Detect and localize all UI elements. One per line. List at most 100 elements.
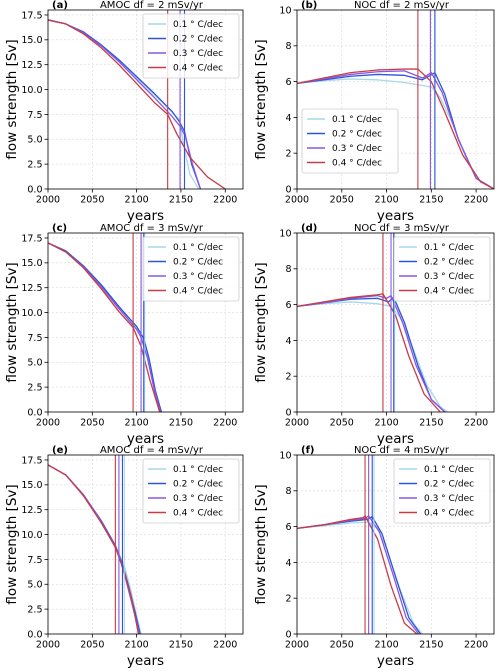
y-tick-label: 5.0 [27, 135, 42, 146]
y-tick-label: 2 [285, 372, 291, 383]
series-line-4 [48, 242, 161, 412]
x-axis-label: years [377, 431, 414, 447]
legend: 0.1 ° C/dec 0.2 ° C/dec 0.3 ° C/dec 0.4 ° C… [301, 108, 399, 174]
axes-frame [296, 454, 495, 635]
chart-panel-a: 2000 2050 2100 2150 2200 0.0 2.5 5.0 7.5 10.0 12.5… [4, 0, 244, 224]
legend-label: 0.2 ° C/dec [173, 480, 223, 490]
x-tick-label: 2050 [80, 195, 104, 206]
y-tick-label: 6 [285, 300, 291, 311]
chart-panel-e: 2000 2050 2100 2150 2200 0.0 2.5 5.0 7.5 10.0 12.5… [4, 445, 244, 669]
plot-area [297, 10, 494, 189]
legend-box [301, 108, 399, 174]
series-line-3 [48, 464, 140, 634]
axes-frame [47, 9, 244, 190]
y-tick-label: 6 [285, 77, 291, 88]
y-tick-label: 17.5 [21, 10, 42, 21]
legend-label: 0.3 ° C/dec [173, 272, 223, 282]
y-tick-label: 8 [285, 41, 291, 52]
y-tick-label: 5.0 [27, 580, 42, 591]
legend-label: 0.4 ° C/dec [424, 509, 474, 519]
legend-label: 0.2 ° C/dec [424, 258, 474, 268]
x-tick-label: 2150 [169, 640, 193, 651]
x-tick-label: 2200 [213, 640, 237, 651]
x-tick-label: 2150 [169, 195, 193, 206]
x-tick-label: 2200 [464, 418, 488, 429]
y-tick-label: 2 [285, 149, 291, 160]
plot-area [48, 455, 142, 634]
series-line-2 [297, 296, 446, 412]
axes-frame [296, 9, 495, 190]
y-tick-label: 0 [285, 184, 291, 195]
y-tick-label: 17.5 [21, 455, 42, 466]
x-axis-label: years [377, 653, 414, 669]
y-tick-label: 15.0 [21, 35, 42, 46]
panel-letter: (a) [52, 0, 68, 11]
y-tick-label: 6 [285, 522, 291, 533]
x-tick-label: 2100 [125, 195, 149, 206]
y-axis-label: flow strength [Sv] [253, 484, 269, 604]
x-tick-label: 2100 [374, 640, 398, 651]
y-tick-label: 2.5 [27, 160, 42, 171]
x-axis-label: years [127, 431, 164, 447]
legend-label: 0.2 ° C/dec [332, 130, 382, 140]
y-tick-label: 12.5 [21, 505, 42, 516]
panel-title: AMOC df = 3 mSv/yr [100, 223, 204, 234]
x-tick-label: 2000 [36, 418, 60, 429]
x-axis-label: years [127, 653, 164, 669]
x-tick-label: 2050 [80, 418, 104, 429]
legend-label: 0.2 ° C/dec [173, 35, 223, 45]
y-tick-label: 12.5 [21, 283, 42, 294]
y-tick-label: 10.0 [21, 530, 42, 541]
x-tick-label: 2150 [419, 418, 443, 429]
y-tick-label: 0.0 [27, 629, 42, 640]
legend-label: 0.3 ° C/dec [332, 144, 382, 154]
x-tick-label: 2100 [125, 418, 149, 429]
y-axis-label: flow strength [Sv] [4, 39, 20, 159]
x-tick-label: 2100 [374, 418, 398, 429]
legend-label: 0.1 ° C/dec [332, 115, 382, 125]
legend: 0.1 ° C/dec 0.2 ° C/dec 0.3 ° C/dec 0.4 ° C… [393, 236, 491, 302]
x-axis-label: years [127, 208, 164, 224]
series-line-3 [48, 19, 202, 189]
series-line-3 [297, 295, 446, 412]
legend: 0.1 ° C/dec 0.2 ° C/dec 0.3 ° C/dec 0.4 ° C… [142, 236, 240, 302]
legend-label: 0.4 ° C/dec [332, 159, 382, 169]
y-axis-label: flow strength [Sv] [253, 262, 269, 382]
series-line-3 [297, 70, 494, 189]
legend-box [142, 13, 240, 79]
panel-letter: (b) [301, 0, 317, 11]
legend-label: 0.1 ° C/dec [173, 465, 223, 475]
x-axis-label: years [377, 208, 414, 224]
panel-letter: (f) [301, 445, 315, 456]
y-tick-label: 2 [285, 594, 291, 605]
legend-label: 0.3 ° C/dec [173, 494, 223, 504]
legend-label: 0.2 ° C/dec [424, 480, 474, 490]
legend-label: 0.3 ° C/dec [424, 494, 474, 504]
series-line-4 [297, 515, 418, 634]
y-axis-label: flow strength [Sv] [253, 39, 269, 159]
legend-label: 0.2 ° C/dec [173, 258, 223, 268]
chart-panel-d: 2000 2050 2100 2150 2200 0 2 4 6 8 10 years flow str… [253, 223, 495, 447]
legend: 0.1 ° C/dec 0.2 ° C/dec 0.3 ° C/dec 0.4 ° C… [393, 458, 491, 524]
panel-title: NOC df = 3 mSv/yr [354, 223, 450, 234]
axes-frame [296, 232, 495, 413]
x-tick-label: 2100 [125, 640, 149, 651]
x-tick-label: 2200 [464, 195, 488, 206]
axes-frame [47, 454, 244, 635]
x-tick-label: 2200 [464, 640, 488, 651]
plot-area [297, 455, 423, 634]
legend-label: 0.3 ° C/dec [424, 272, 474, 282]
x-tick-label: 2000 [36, 640, 60, 651]
series-line-4 [48, 19, 226, 189]
y-tick-label: 8 [285, 486, 291, 497]
y-tick-label: 7.5 [27, 555, 42, 566]
series-line-4 [297, 293, 441, 412]
legend-label: 0.1 ° C/dec [424, 243, 474, 253]
panel-letter: (e) [52, 445, 68, 456]
axes-frame [47, 232, 244, 413]
x-tick-label: 2050 [330, 195, 354, 206]
x-tick-label: 2100 [374, 195, 398, 206]
panel-title: NOC df = 2 mSv/yr [354, 0, 450, 11]
y-tick-label: 2.5 [27, 605, 42, 616]
